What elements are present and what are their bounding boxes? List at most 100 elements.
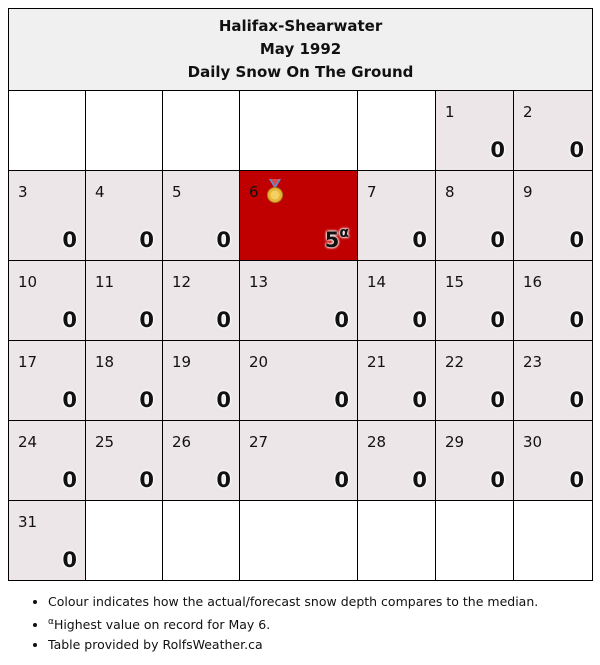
day-cell: 17 0 (8, 340, 86, 421)
day-number: 12 (172, 273, 192, 291)
snow-depth-value: 0 (569, 468, 585, 492)
snow-depth-value: 0 (412, 228, 427, 252)
day-cell: 28 0 (357, 420, 436, 501)
day-number: 5 (172, 183, 182, 201)
day-number: 30 (523, 433, 543, 451)
snow-depth-value: 0 (412, 468, 427, 492)
day-number: 22 (445, 353, 465, 371)
snow-depth-value: 0 (334, 388, 349, 412)
day-number: 31 (18, 513, 38, 531)
snow-depth-value: 0 (569, 308, 585, 332)
metric-title: Daily Snow On The Ground (187, 63, 414, 81)
calendar-week: 3 0 4 0 5 0 6 5α 7 0 8 0 9 0 (8, 170, 594, 261)
day-cell: 11 0 (85, 260, 163, 341)
snow-depth-value: 0 (216, 468, 231, 492)
snow-depth-value: 0 (490, 468, 505, 492)
empty-cell (8, 90, 86, 171)
snow-depth-value: 0 (216, 228, 231, 252)
day-cell: 25 0 (85, 420, 163, 501)
empty-cell (357, 90, 436, 171)
snow-depth-value: 0 (139, 468, 154, 492)
record-mark: α (339, 225, 349, 241)
day-cell: 16 0 (512, 260, 594, 341)
empty-cell (239, 90, 358, 171)
empty-cell (239, 500, 358, 581)
calendar-week: 31 0 (8, 500, 594, 581)
medal-icon (267, 179, 283, 203)
day-cell: 14 0 (357, 260, 436, 341)
day-number: 9 (523, 183, 533, 201)
note-colour: Colour indicates how the actual/forecast… (48, 592, 538, 612)
empty-cell (162, 90, 240, 171)
day-cell: 20 0 (239, 340, 358, 421)
day-cell: 22 0 (435, 340, 514, 421)
day-number: 24 (18, 433, 38, 451)
day-number: 29 (445, 433, 465, 451)
snow-depth-value: 0 (569, 138, 585, 162)
snow-depth-value: 0 (62, 388, 77, 412)
day-cell: 24 0 (8, 420, 86, 501)
day-number: 13 (249, 273, 269, 291)
day-number: 19 (172, 353, 192, 371)
snow-depth-value: 0 (334, 308, 349, 332)
calendar-header: Halifax-Shearwater May 1992 Daily Snow O… (7, 8, 594, 91)
empty-cell (85, 500, 163, 581)
snow-depth-value: 0 (569, 228, 585, 252)
day-number: 8 (445, 183, 455, 201)
snow-depth-value: 0 (216, 308, 231, 332)
day-number: 14 (367, 273, 387, 291)
snow-depth-value: 0 (334, 468, 349, 492)
snow-depth-value: 0 (62, 308, 77, 332)
day-number: 23 (523, 353, 543, 371)
day-number: 26 (172, 433, 192, 451)
calendar-week: 10 0 11 0 12 0 13 0 14 0 15 0 16 0 (8, 260, 594, 341)
day-number: 28 (367, 433, 387, 451)
day-number: 6 (249, 183, 259, 201)
day-cell: 23 0 (512, 340, 594, 421)
day-cell: 12 0 (162, 260, 240, 341)
day-cell: 18 0 (85, 340, 163, 421)
day-cell: 6 5α (239, 170, 358, 261)
snow-depth-value: 0 (62, 228, 77, 252)
day-number: 25 (95, 433, 115, 451)
day-cell: 19 0 (162, 340, 240, 421)
station-title: Halifax-Shearwater (218, 17, 383, 35)
snow-depth-value: 0 (62, 548, 77, 572)
day-number: 18 (95, 353, 115, 371)
month-title: May 1992 (259, 40, 342, 58)
calendar-body: 1 0 2 0 3 0 4 0 5 0 6 5α 7 0 8 0 9 0 10 0 11 0 12 0 13 0 14 0 15 0 16 0… (8, 90, 594, 581)
day-cell: 15 0 (435, 260, 514, 341)
snow-depth-value: 0 (490, 138, 505, 162)
day-number: 4 (95, 183, 105, 201)
day-number: 20 (249, 353, 269, 371)
empty-cell (435, 500, 514, 581)
snow-depth-value: 0 (412, 388, 427, 412)
day-number: 16 (523, 273, 543, 291)
day-number: 17 (18, 353, 38, 371)
note-credit: Table provided by RolfsWeather.ca (48, 635, 538, 655)
snow-depth-value: 0 (490, 388, 505, 412)
snow-depth-value: 0 (412, 308, 427, 332)
calendar-week: 24 0 25 0 26 0 27 0 28 0 29 0 30 0 (8, 420, 594, 501)
snow-depth-value: 0 (139, 388, 154, 412)
day-cell: 27 0 (239, 420, 358, 501)
snow-calendar: Halifax-Shearwater May 1992 Daily Snow O… (7, 8, 594, 581)
day-number: 10 (18, 273, 38, 291)
empty-cell (162, 500, 240, 581)
empty-cell (85, 90, 163, 171)
day-number: 3 (18, 183, 28, 201)
day-number: 15 (445, 273, 465, 291)
day-number: 1 (445, 103, 455, 121)
day-cell: 21 0 (357, 340, 436, 421)
snow-depth-value: 0 (490, 308, 505, 332)
day-number: 21 (367, 353, 387, 371)
day-cell: 13 0 (239, 260, 358, 341)
day-number: 2 (523, 103, 533, 121)
empty-cell (512, 500, 594, 581)
snow-depth-value: 5α (324, 225, 349, 252)
